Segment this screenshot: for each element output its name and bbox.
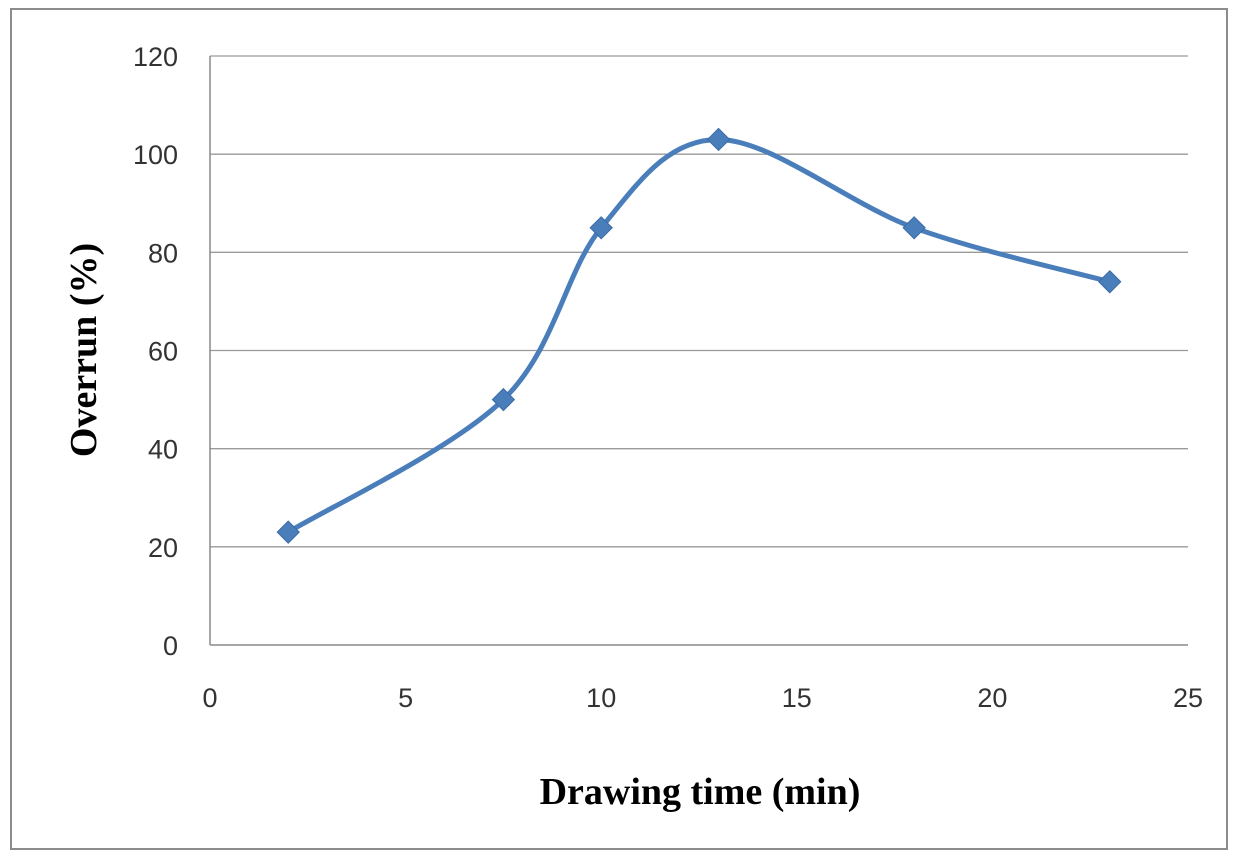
x-tick-label: 5: [398, 683, 413, 713]
data-point-marker: [1098, 270, 1122, 294]
data-point-marker: [276, 520, 300, 544]
x-axis-title: Drawing time (min): [540, 771, 861, 813]
x-tick-label: 10: [586, 683, 616, 713]
x-tick-label: 0: [202, 683, 217, 713]
label-layer: 0 20 40 60 80 100 120 0 5 10 15 20 25: [133, 42, 1203, 713]
data-point-marker: [902, 216, 926, 240]
y-tick-label: 100: [133, 140, 178, 170]
y-tick-label: 80: [148, 238, 178, 268]
x-tick-label: 15: [782, 683, 812, 713]
series-layer: [276, 127, 1122, 544]
axis-layer: [209, 56, 1188, 646]
grid-layer: [210, 55, 1188, 548]
y-tick-label: 20: [148, 533, 178, 563]
data-point-marker: [706, 127, 731, 152]
data-point-marker: [491, 387, 516, 412]
y-tick-label: 40: [148, 435, 178, 465]
series-line: [285, 136, 1113, 535]
x-tick-label: 20: [977, 683, 1007, 713]
y-tick-label: 60: [148, 337, 178, 367]
x-tick-label: 25: [1173, 683, 1203, 713]
chart-frame: [10, 8, 1228, 850]
y-axis-title: Overrun (%): [63, 243, 105, 457]
y-tick-label: 0: [163, 631, 178, 661]
y-tick-label: 120: [133, 42, 178, 72]
data-point-marker: [589, 216, 613, 240]
